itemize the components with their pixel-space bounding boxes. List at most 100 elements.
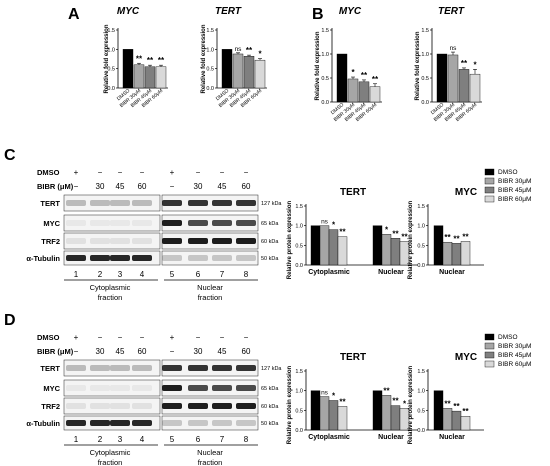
chart-a-tert: TERT Relative fold expression 0.0 0.5 1.0 1.5… [201,6,267,109]
group-label: Cytoplasmic [308,269,350,276]
band [212,420,232,426]
bar [436,53,448,103]
band [90,238,110,244]
lane-number: 6 [196,270,201,279]
band [132,220,152,226]
kda-label: 60 kDa [261,239,279,245]
lane-number: 8 [244,270,249,279]
legend-swatch [484,177,495,185]
legend-entry: BIBR 45μM [498,187,531,194]
dmso-lane-mark: − [220,333,225,342]
band [212,403,232,409]
nuc-label-2: fraction [198,293,223,302]
band [132,238,152,244]
bar [460,241,471,266]
bar [337,236,348,266]
band [212,385,232,391]
lane-number: 4 [140,435,145,444]
y-tick-label: 0.0 [321,100,329,106]
legend-entry: DMSO [498,169,518,176]
bar [469,73,481,103]
nuc-label: Nuclear [197,448,223,457]
group-label: Nuclear [378,269,404,276]
kda-label: 60 kDa [261,404,279,410]
bar [369,86,381,103]
bibr-lane-conc: 30 [194,347,203,356]
lane-number: 5 [170,270,175,279]
bar [133,64,145,89]
bar [122,49,134,89]
band [110,238,130,244]
cyto-blot-strip [63,359,161,377]
chart-title: TERT [340,352,366,363]
kda-label: 65 kDa [261,221,279,227]
dmso-lane-mark: − [244,168,249,177]
band [236,365,256,371]
bar [451,243,462,266]
lane-number: 4 [140,270,145,279]
nuc-label: Nuclear [197,283,223,292]
y-tick-label: 0.0 [417,263,425,269]
chart-c-myc: MYC Relative protein expression 0.0 0.5 1.0 1… [408,187,484,279]
band [90,420,110,426]
protein-label: MYC [43,384,60,393]
y-tick-label: 0.5 [295,243,303,249]
nuc-blot-strip [161,415,259,431]
band [90,385,110,391]
legend-swatch [484,333,495,341]
band [66,403,86,409]
significance-label: ** [372,75,379,84]
cyto-blot-strip [63,214,161,232]
dmso-lane-mark: − [140,333,145,342]
significance-label: * [332,392,336,401]
significance-label: * [385,225,389,234]
significance-label: * [332,221,336,230]
y-tick-label: 0.0 [417,428,425,434]
bar [451,410,462,431]
y-tick-label: 1.5 [295,204,303,210]
band [66,200,86,206]
band [66,255,86,261]
kda-label: 50 kDa [261,256,279,262]
dmso-lane-mark: + [170,168,175,177]
band [188,385,208,391]
legend-swatch [484,351,495,359]
significance-label: ** [339,228,346,237]
cyto-blot-strip [63,397,161,415]
bar [433,225,444,266]
y-tick-label: 0.5 [295,408,303,414]
y-tick-label: 0.0 [421,100,429,106]
chart-title: MYC [117,6,140,17]
band [110,200,130,206]
bar [442,408,453,431]
cyto-label: Cytoplasmic [90,448,131,457]
y-tick-label: 1.5 [417,369,425,375]
nuc-blot-strip [161,250,259,266]
kda-label: 50 kDa [261,421,279,427]
legend-swatch [484,168,495,176]
bar [381,395,392,431]
lane-number: 3 [118,435,123,444]
band [236,238,256,244]
band [132,200,152,206]
dmso-lane-mark: − [220,168,225,177]
bar [358,81,370,103]
bibr-lane-conc: − [74,182,79,191]
bar [144,66,156,89]
bar [328,229,339,266]
protein-label: TERT [40,199,60,208]
band [90,403,110,409]
protein-label: TRF2 [41,402,60,411]
y-axis-label: Relative fold expression [201,24,207,93]
lane-number: 5 [170,435,175,444]
y-tick-label: 0.0 [295,428,303,434]
significance-label: ** [392,229,399,238]
bibr-lane-conc: 60 [242,347,251,356]
chart-d-myc: MYC Relative protein expression 0.0 0.5 1.0 1… [408,352,484,444]
panel-label-c: C [4,147,16,164]
